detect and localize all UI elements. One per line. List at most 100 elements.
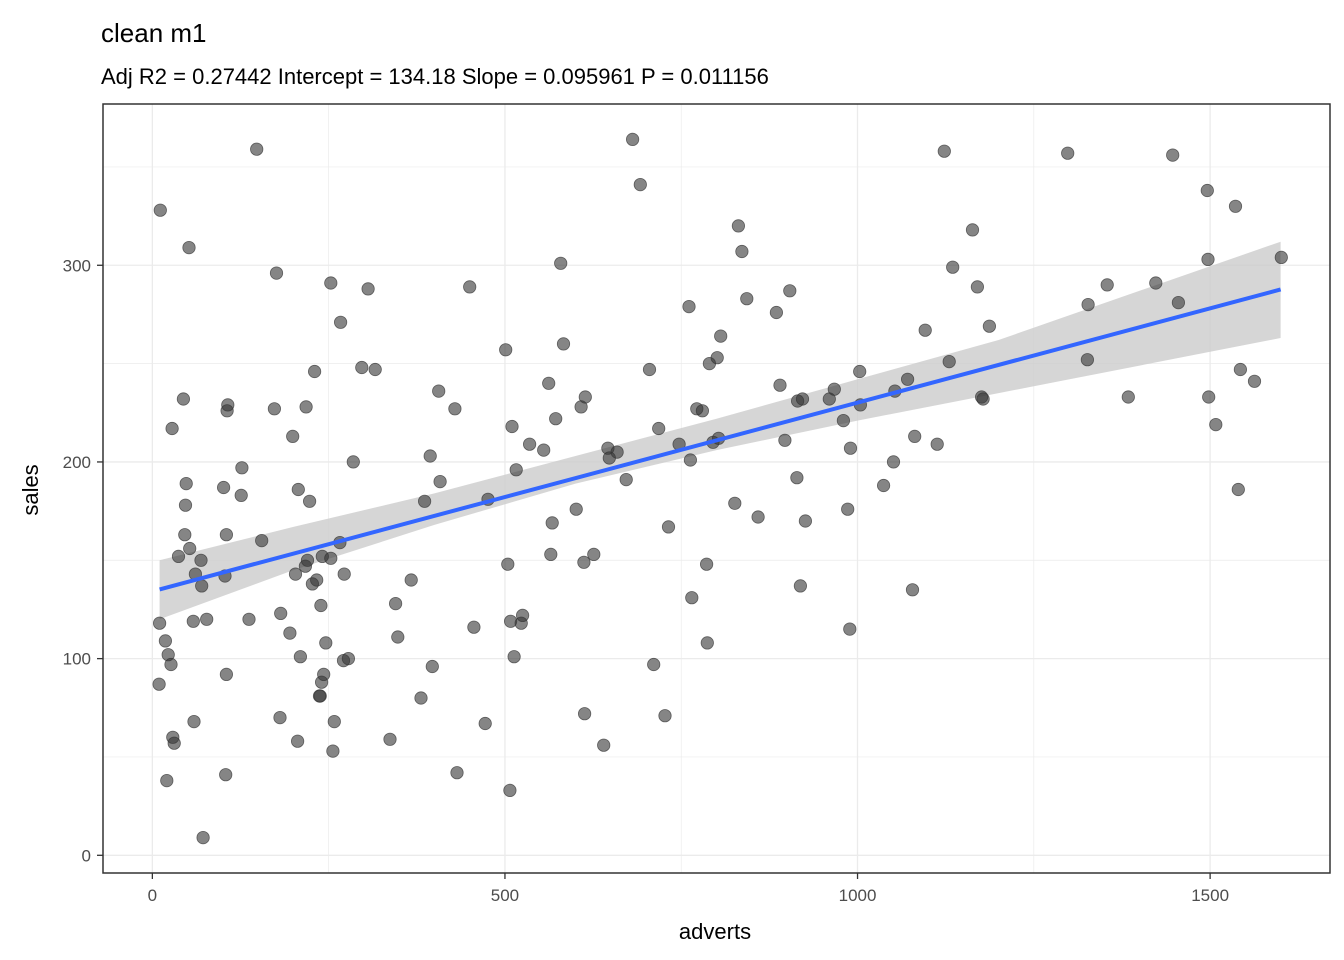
- data-point: [153, 203, 167, 217]
- data-point: [537, 443, 551, 457]
- data-point: [700, 636, 714, 650]
- data-point: [619, 472, 633, 487]
- data-point: [1080, 353, 1095, 367]
- data-point: [1228, 199, 1243, 213]
- data-point: [217, 480, 231, 495]
- data-point: [542, 376, 556, 390]
- data-point: [1247, 374, 1262, 388]
- data-point: [153, 616, 167, 630]
- data-point: [549, 412, 563, 426]
- data-point: [499, 343, 513, 357]
- data-point: [317, 667, 331, 682]
- data-point: [836, 413, 851, 428]
- data-point: [423, 449, 437, 463]
- data-point: [1274, 250, 1288, 264]
- data-point: [288, 567, 303, 581]
- data-point: [250, 142, 264, 156]
- data-point: [293, 650, 307, 664]
- grid: [103, 104, 1330, 873]
- confidence-band: [159, 241, 1281, 620]
- data-point: [307, 364, 322, 379]
- data-point: [1200, 183, 1214, 198]
- data-point: [234, 488, 248, 502]
- data-point: [683, 453, 698, 467]
- data-point: [507, 650, 521, 664]
- data-point: [544, 547, 558, 562]
- data-point: [313, 689, 327, 703]
- data-point: [853, 364, 867, 379]
- data-point: [625, 132, 640, 146]
- data-point: [286, 429, 300, 443]
- data-point: [337, 567, 351, 581]
- data-point: [900, 372, 915, 386]
- data-point: [433, 474, 447, 489]
- data-point: [751, 510, 765, 524]
- data-point: [326, 744, 340, 758]
- data-point: [728, 496, 742, 510]
- data-point: [965, 223, 980, 237]
- data-point: [383, 732, 397, 746]
- data-point: [658, 709, 672, 723]
- data-point: [255, 533, 269, 548]
- data-point: [235, 461, 249, 475]
- data-point: [1149, 276, 1163, 290]
- x-tick-label: 1000: [839, 886, 877, 905]
- data-point: [642, 362, 657, 377]
- data-point: [695, 404, 710, 418]
- data-point: [267, 402, 281, 416]
- x-axis-title: adverts: [679, 919, 751, 944]
- data-point: [773, 378, 787, 392]
- data-point: [1231, 482, 1245, 497]
- data-point: [183, 541, 197, 556]
- data-point: [1209, 417, 1223, 432]
- data-point: [186, 614, 200, 628]
- data-point: [843, 622, 857, 636]
- confidence-band-layer: [159, 241, 1281, 620]
- data-point: [361, 282, 375, 296]
- x-tick-label: 500: [491, 886, 519, 905]
- chart-title: clean m1: [101, 18, 207, 48]
- data-point: [152, 677, 166, 691]
- data-point: [740, 292, 754, 306]
- y-tick-label: 200: [63, 453, 91, 472]
- data-point: [982, 319, 997, 333]
- data-point: [290, 734, 305, 748]
- data-point: [970, 280, 985, 294]
- data-point: [327, 714, 341, 729]
- data-point: [165, 421, 179, 436]
- data-point: [158, 634, 172, 648]
- data-point: [610, 445, 624, 459]
- data-point: [1081, 297, 1095, 312]
- data-point: [242, 612, 256, 626]
- data-point: [164, 657, 178, 672]
- data-point: [661, 520, 676, 534]
- data-point: [976, 392, 990, 406]
- data-point: [310, 573, 324, 587]
- axis-ticks: 0 500 1000 1500 0 100 200 300: [63, 256, 1229, 905]
- data-point: [509, 463, 523, 477]
- data-point: [388, 596, 403, 611]
- data-point: [501, 557, 515, 571]
- data-point: [333, 315, 348, 329]
- data-point: [187, 714, 201, 729]
- data-point: [324, 551, 338, 565]
- y-tick-label: 0: [82, 846, 91, 865]
- data-point: [578, 390, 592, 404]
- data-point: [905, 583, 920, 597]
- data-point: [178, 498, 193, 512]
- data-point: [908, 429, 922, 443]
- data-point: [714, 329, 728, 343]
- data-point: [710, 351, 724, 365]
- data-point: [167, 736, 181, 750]
- data-point: [778, 433, 792, 447]
- data-point: [274, 606, 288, 621]
- data-point: [554, 256, 568, 270]
- data-point: [450, 766, 464, 780]
- data-point: [735, 244, 749, 259]
- data-point: [478, 716, 492, 731]
- data-point: [160, 773, 174, 788]
- points-layer: [152, 132, 1288, 845]
- data-point: [219, 667, 233, 682]
- data-point: [195, 579, 209, 593]
- fit-line-layer: [159, 287, 1282, 592]
